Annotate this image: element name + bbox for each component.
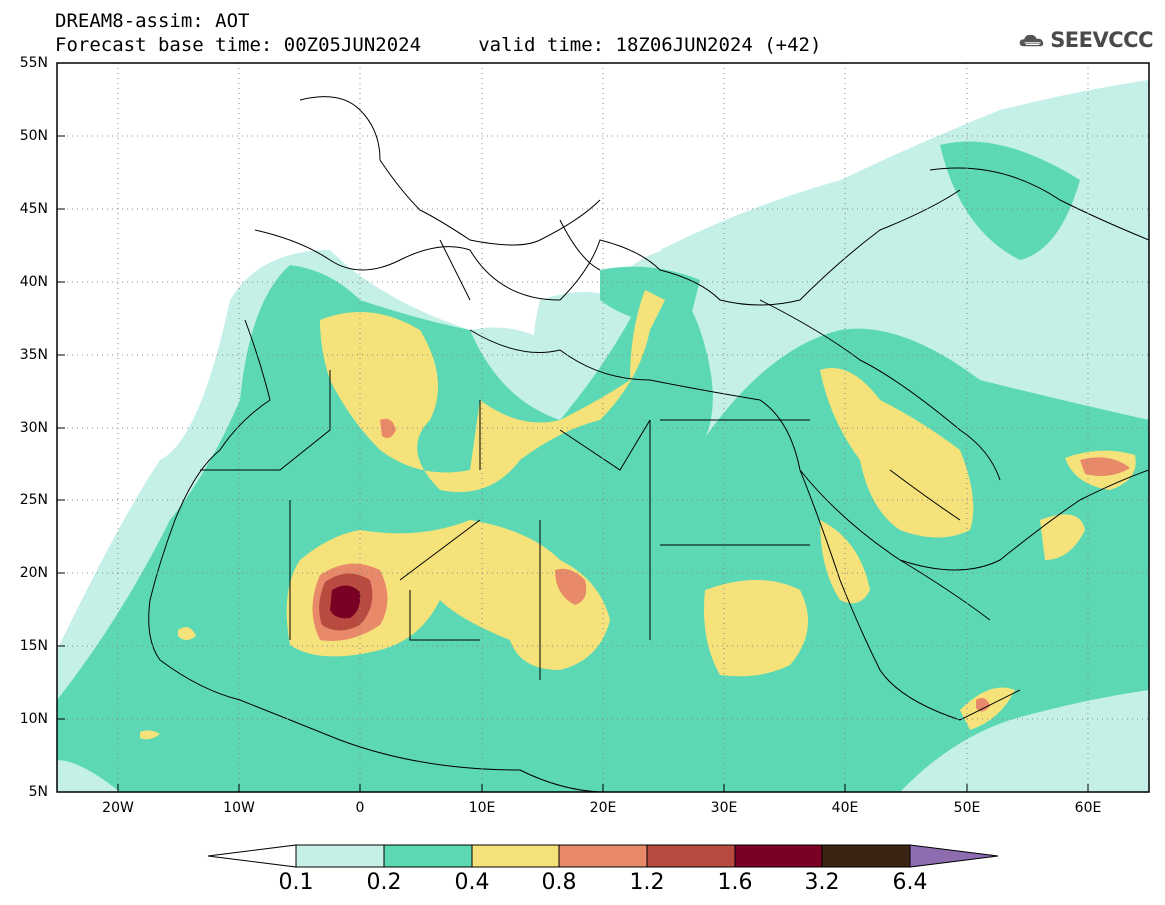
lat-label: 35N xyxy=(19,347,48,363)
map-title: DREAM8-assim: AOT xyxy=(55,10,250,32)
lat-label: 30N xyxy=(19,420,48,436)
lat-label: 15N xyxy=(19,638,48,654)
lat-label: 50N xyxy=(19,128,48,144)
axis-ticks xyxy=(57,62,1089,793)
map-subtitle: Forecast base time: 00Z05JUN2024 valid t… xyxy=(55,34,822,56)
colorbar-swatch-1.6 xyxy=(734,844,823,868)
colorbar-swatch-3.2 xyxy=(821,844,911,868)
seevccc-logo: SEEVCCC xyxy=(1018,22,1153,58)
colorbar-swatch-0.8 xyxy=(558,844,648,868)
lat-label: 20N xyxy=(19,565,48,581)
colorbar-label: 0.1 xyxy=(278,870,314,895)
colorbar-swatch-0.1 xyxy=(295,844,385,868)
lon-label: 20W xyxy=(102,800,134,816)
lon-label: 40E xyxy=(831,800,859,816)
lon-label: 60E xyxy=(1074,800,1102,816)
lat-label: 10N xyxy=(19,711,48,727)
lon-label: 50E xyxy=(953,800,981,816)
colorbar-label: 3.2 xyxy=(804,870,840,895)
lon-label: 20E xyxy=(589,800,617,816)
colorbar-label: 1.2 xyxy=(629,870,665,895)
colorbar-swatch-1.2 xyxy=(646,844,736,868)
colorbar-label: 6.4 xyxy=(892,870,928,895)
lat-label: 55N xyxy=(19,55,48,71)
colorbar-label: 0.8 xyxy=(541,870,577,895)
lat-label: 45N xyxy=(19,201,48,217)
colorbar-label: 0.4 xyxy=(454,870,490,895)
colorbar-label: 0.2 xyxy=(366,870,402,895)
lat-label: 40N xyxy=(19,274,48,290)
coastlines xyxy=(148,96,1149,792)
lon-label: 0 xyxy=(355,800,365,816)
lon-label: 30E xyxy=(710,800,738,816)
colorbar-low-arrow xyxy=(207,844,297,868)
cloud-icon xyxy=(1019,34,1044,47)
map-grid xyxy=(57,63,1149,792)
lat-label: 25N xyxy=(19,492,48,508)
colorbar xyxy=(207,844,999,868)
lon-label: 10E xyxy=(468,800,496,816)
colorbar-swatch-0.4 xyxy=(471,844,560,868)
lat-label: 5N xyxy=(28,784,48,800)
logo-text: SEEVCCC xyxy=(1050,28,1153,52)
lon-label: 10W xyxy=(223,800,255,816)
colorbar-label: 1.6 xyxy=(717,870,753,895)
aot-level-1.6 xyxy=(330,585,361,619)
colorbar-swatch-0.2 xyxy=(383,844,473,868)
colorbar-high-arrow xyxy=(909,844,999,868)
